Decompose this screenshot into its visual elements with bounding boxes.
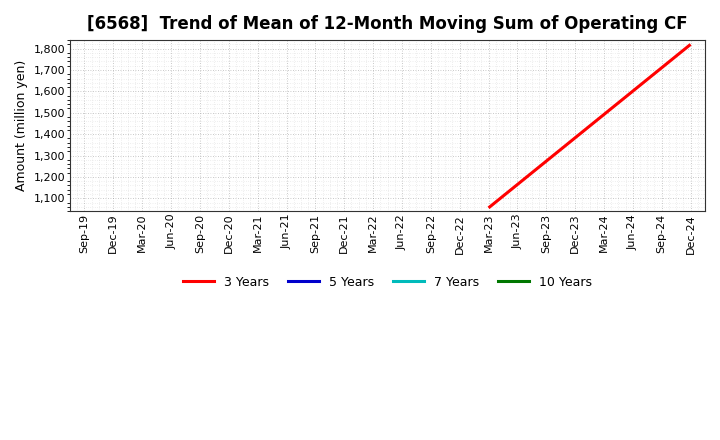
Y-axis label: Amount (million yen): Amount (million yen) (15, 60, 28, 191)
Legend: 3 Years, 5 Years, 7 Years, 10 Years: 3 Years, 5 Years, 7 Years, 10 Years (178, 271, 598, 294)
Title: [6568]  Trend of Mean of 12-Month Moving Sum of Operating CF: [6568] Trend of Mean of 12-Month Moving … (87, 15, 688, 33)
